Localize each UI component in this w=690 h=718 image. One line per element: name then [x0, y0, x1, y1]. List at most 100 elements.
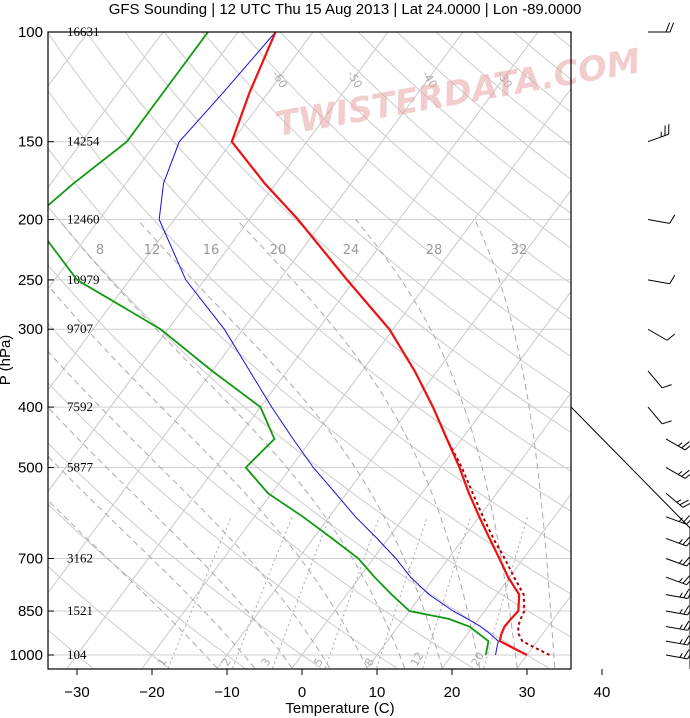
temperature-tick-label: 10 — [369, 684, 386, 701]
moist-adiabat-line — [48, 499, 218, 669]
sounding-lines — [48, 32, 550, 656]
wind-barb-staff — [647, 370, 663, 389]
wind-barb-flag — [679, 499, 689, 506]
mixing-ratio-line — [167, 516, 232, 669]
wind-barb-flag — [661, 384, 672, 389]
wind-barb — [665, 620, 690, 631]
wind-barb-flag — [683, 620, 690, 630]
wind-barb-flag — [683, 605, 690, 615]
isotherm-line — [48, 32, 314, 391]
wind-barb — [665, 588, 690, 599]
pressure-tick-label: 250 — [18, 272, 43, 289]
wind-barbs-panel — [570, 22, 690, 669]
moist-adiabat-label: 20 — [270, 243, 287, 258]
temperature-tick-label: 40 — [594, 684, 611, 701]
dry-adiabat-line — [396, 32, 571, 180]
moist-adiabat-line — [48, 284, 368, 669]
background-grid: -60 -50 -40 -301 2 3 5 8 12 208 12 16 20 24 28 32 — [48, 32, 571, 669]
wind-barb-flag — [683, 649, 690, 659]
wind-barb-flag — [687, 625, 690, 631]
mixing-ratio-line — [483, 516, 529, 669]
chart-title: GFS Sounding | 12 UTC Thu 15 Aug 2013 | … — [109, 1, 582, 18]
height-label: 7592 — [67, 399, 93, 414]
wind-barb — [647, 406, 672, 425]
isotherm-line — [441, 493, 571, 669]
mixing-ratio-line — [422, 516, 472, 669]
wind-barb-flag — [682, 536, 690, 545]
temperature-axis: −30 −20 −10 0 10 20 30 40 — [64, 669, 610, 701]
wind-barb-half-flag — [678, 517, 683, 522]
mixing-ratio-line — [232, 516, 293, 669]
wind-barb-half-flag — [679, 652, 683, 658]
dry-adiabat-line — [48, 32, 571, 512]
pressure-tick-label: 300 — [18, 321, 43, 338]
wind-barb-flag — [682, 515, 690, 524]
moist-adiabat-label: 28 — [426, 243, 443, 258]
isotherm-line — [141, 87, 571, 669]
dry-adiabat-line — [48, 565, 170, 669]
wind-barb — [665, 575, 690, 586]
dry-adiabat-line — [435, 32, 571, 146]
wind-barb-half-flag — [678, 559, 683, 564]
wind-barb-flag — [687, 610, 690, 616]
mixing-ratio-line — [272, 516, 331, 669]
wind-barb — [665, 438, 690, 451]
dewpoint-line — [48, 32, 490, 656]
x-axis-label: Temperature (C) — [285, 700, 394, 717]
temperature-line — [230, 32, 528, 656]
wet-bulb-line — [158, 32, 499, 656]
temperature-tick-label: −10 — [214, 684, 239, 701]
wind-barb — [648, 22, 675, 33]
wind-barb — [665, 467, 690, 479]
watermark: TWISTERDATA.COM — [273, 41, 644, 145]
wind-barb-half-flag — [679, 592, 683, 598]
wind-barb — [647, 370, 672, 389]
wind-barb-staff — [665, 516, 687, 525]
wind-barb-staff — [665, 537, 687, 547]
dry-adiabat-line — [48, 205, 571, 638]
height-labels: 1663114254124601097997077592587731621521… — [67, 24, 100, 662]
height-label: 3162 — [67, 550, 93, 565]
height-label: 5877 — [67, 459, 94, 474]
isotherm-line — [48, 32, 464, 594]
wind-barb-flag — [666, 333, 676, 341]
dry-adiabat-line — [552, 32, 571, 48]
wind-barb-half-flag — [679, 624, 683, 630]
wind-barb-flag — [665, 22, 671, 33]
moist-adiabat-label: 24 — [343, 243, 360, 258]
wind-barb — [665, 605, 690, 616]
pressure-tick-label: 200 — [18, 212, 43, 229]
isotherm-line — [66, 32, 539, 669]
temperature-tick-label: 30 — [519, 684, 536, 701]
moist-adiabat-label: 32 — [511, 243, 528, 258]
pressure-tick-label: 400 — [18, 399, 43, 416]
dry-adiabat-line — [48, 503, 246, 669]
wind-barb-half-flag — [677, 442, 683, 447]
pressure-tick-label: 850 — [18, 603, 43, 620]
wind-barb-flag — [681, 441, 690, 449]
wind-barb-staff — [647, 219, 670, 224]
wind-barb-flag — [683, 635, 690, 645]
dry-adiabat-line — [48, 89, 571, 553]
wind-barb-flag — [682, 575, 690, 584]
wind-barb-flag — [682, 502, 690, 508]
isotherm-line — [291, 290, 571, 669]
isotherm-line — [48, 32, 164, 189]
height-label: 14254 — [67, 134, 100, 149]
dry-adiabat-line — [163, 32, 571, 395]
mixing-ratio-label: 12 — [408, 650, 426, 669]
dry-adiabat-line — [48, 382, 398, 669]
wind-barb-staff — [647, 406, 663, 425]
dry-adiabat-line — [85, 32, 571, 472]
wind-barb-staff — [647, 279, 670, 285]
dry-adiabat-line — [124, 32, 571, 433]
dry-adiabat-line — [202, 32, 571, 358]
wind-barb — [665, 515, 690, 525]
wind-barb-flag — [687, 654, 690, 660]
profile-outline — [570, 406, 690, 669]
wind-barb-staff — [647, 328, 668, 341]
isotherm-line — [366, 391, 571, 669]
wind-barb — [647, 274, 676, 285]
height-label: 12460 — [67, 212, 100, 227]
